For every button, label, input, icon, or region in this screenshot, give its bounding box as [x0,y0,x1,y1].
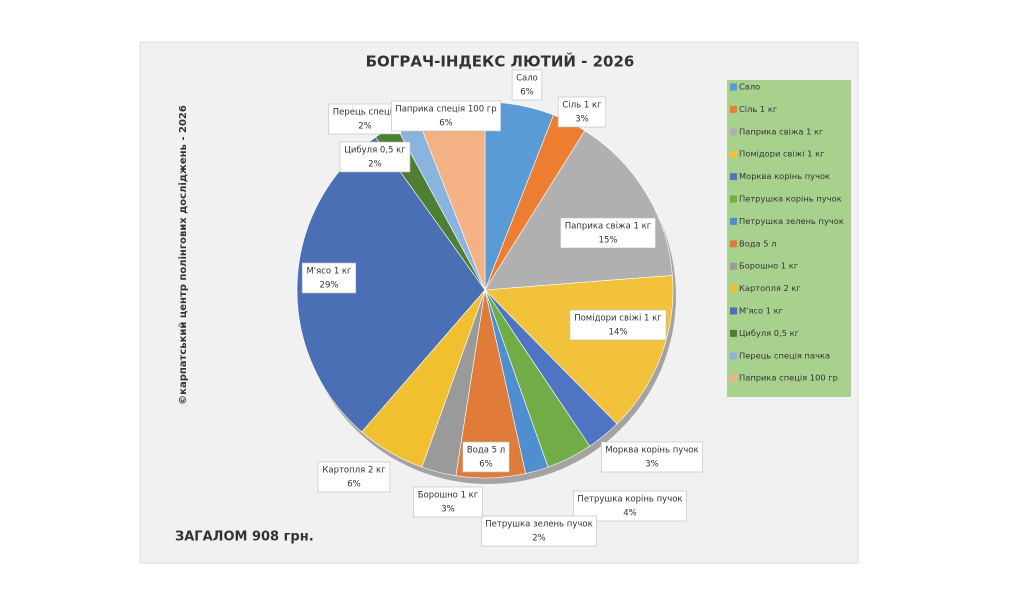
data-label-name: Петрушка зелень пучок [485,520,592,530]
data-label-name: Паприка свіжа 1 кг [565,222,652,232]
data-label-value: 14% [609,328,628,338]
data-label-value: 6% [347,480,361,490]
legend-label: М'ясо 1 кг [739,306,783,316]
data-label-box [328,103,402,135]
legend-label: Картопля 2 кг [739,283,801,293]
data-label-value: 3% [645,460,659,470]
data-label-value: 3% [575,115,589,125]
data-label-name: Сало [516,74,538,84]
data-label-value: 29% [320,281,339,291]
legend-swatch [730,352,737,360]
data-label-box [391,100,501,132]
data-label: Паприка свіжа 1 кг 15% [560,217,656,249]
data-label-name: Паприка спеція 100 гр [395,105,496,115]
data-label-name: Цибуля 0,5 кг [344,146,406,156]
legend-swatch [730,329,737,337]
legend-swatch [730,307,737,315]
legend-swatch [730,128,737,136]
data-label-name: Сіль 1 кг [562,101,602,111]
data-label: Перець спеція 2% [328,103,402,135]
data-label-value: 2% [532,534,546,544]
data-label: Помідори свіжі 1 кг 14% [569,309,667,341]
pie-slice [484,130,673,291]
total-note: ЗАГАЛОМ 908 грн. [175,530,314,545]
legend-swatch [730,105,737,113]
data-label: Сало 6% [511,69,543,101]
legend-swatch [730,262,737,270]
data-label-value: 6% [520,88,534,98]
data-label-value: 15% [599,236,618,246]
legend-label: Паприка спеція 100 гр [739,373,838,383]
legend-label: Петрушка корінь пучок [739,194,842,204]
legend-label: Борошно 1 кг [739,261,798,271]
legend-swatch [730,285,737,293]
legend-swatch [730,374,737,382]
legend-label: Морква корінь пучок [739,171,830,181]
data-label: М'ясо 1 кг 29% [301,262,357,294]
data-label: Цибуля 0,5 кг 2% [339,141,411,173]
data-label: Картопля 2 кг 6% [317,461,391,493]
data-label-name: Петрушка корінь пучок [577,495,682,505]
data-label: Петрушка зелень пучок 2% [480,515,598,547]
data-label-box [413,486,483,518]
legend-swatch [730,240,737,248]
legend-swatch [730,150,737,158]
data-label-box [462,441,510,473]
data-label-box [301,262,357,294]
legend-box [727,80,851,397]
data-label-name: Картопля 2 кг [322,466,386,476]
data-label-box [601,441,703,473]
data-label-name: Морква корінь пучок [605,446,698,456]
data-label-name: Помідори свіжі 1 кг [574,314,662,324]
legend-label: Паприка свіжа 1 кг [739,126,823,136]
data-label-box [557,96,607,128]
data-label: Паприка спеція 100 гр 6% [391,100,501,132]
data-label-box [339,141,411,173]
data-label-box [511,69,543,101]
data-label-value: 6% [439,119,453,129]
data-label-value: 2% [368,160,382,170]
chart-title: БОГРАЧ-ІНДЕКС ЛЮТИЙ - 2026 [366,52,635,71]
data-label-name: Борошно 1 кг [418,491,479,501]
data-label-value: 2% [358,122,372,132]
data-label: Вода 5 л 6% [462,441,510,473]
data-label-name: Вода 5 л [467,446,505,456]
data-label-box [317,461,391,493]
data-label-box [480,515,598,547]
legend: Сало Сіль 1 кг Паприка свіжа 1 кг Помідори … [730,82,844,383]
pie [296,101,676,484]
legend-swatch [730,217,737,225]
legend-label: Перець спеція пачка [739,350,830,360]
legend-swatch [730,173,737,181]
legend-label: Цибуля 0,5 кг [739,328,799,338]
legend-label: Вода 5 л [739,238,776,248]
side-note: ©карпатський центр полінгових досліджень… [178,105,189,405]
data-label-value: 6% [479,460,493,470]
legend-label: Помідори свіжі 1 кг [739,149,824,159]
data-label: Морква корінь пучок 3% [601,441,703,473]
data-label: Сіль 1 кг 3% [557,96,607,128]
data-label-value: 4% [623,509,637,519]
data-label-box [569,309,667,341]
legend-label: Петрушка зелень пучок [739,216,844,226]
legend-swatch [730,83,737,91]
data-label: Борошно 1 кг 3% [413,486,483,518]
data-label-box [560,217,656,249]
legend-label: Сіль 1 кг [739,104,777,114]
legend-label: Сало [739,82,760,92]
data-label-value: 3% [441,505,455,515]
data-label-name: М'ясо 1 кг [306,267,352,277]
data-labels: Сало 6% Сіль 1 кг 3% Паприка свіжа 1 кг 15% По… [301,69,703,547]
legend-swatch [730,195,737,203]
data-label-name: Перець спеція [333,108,397,118]
